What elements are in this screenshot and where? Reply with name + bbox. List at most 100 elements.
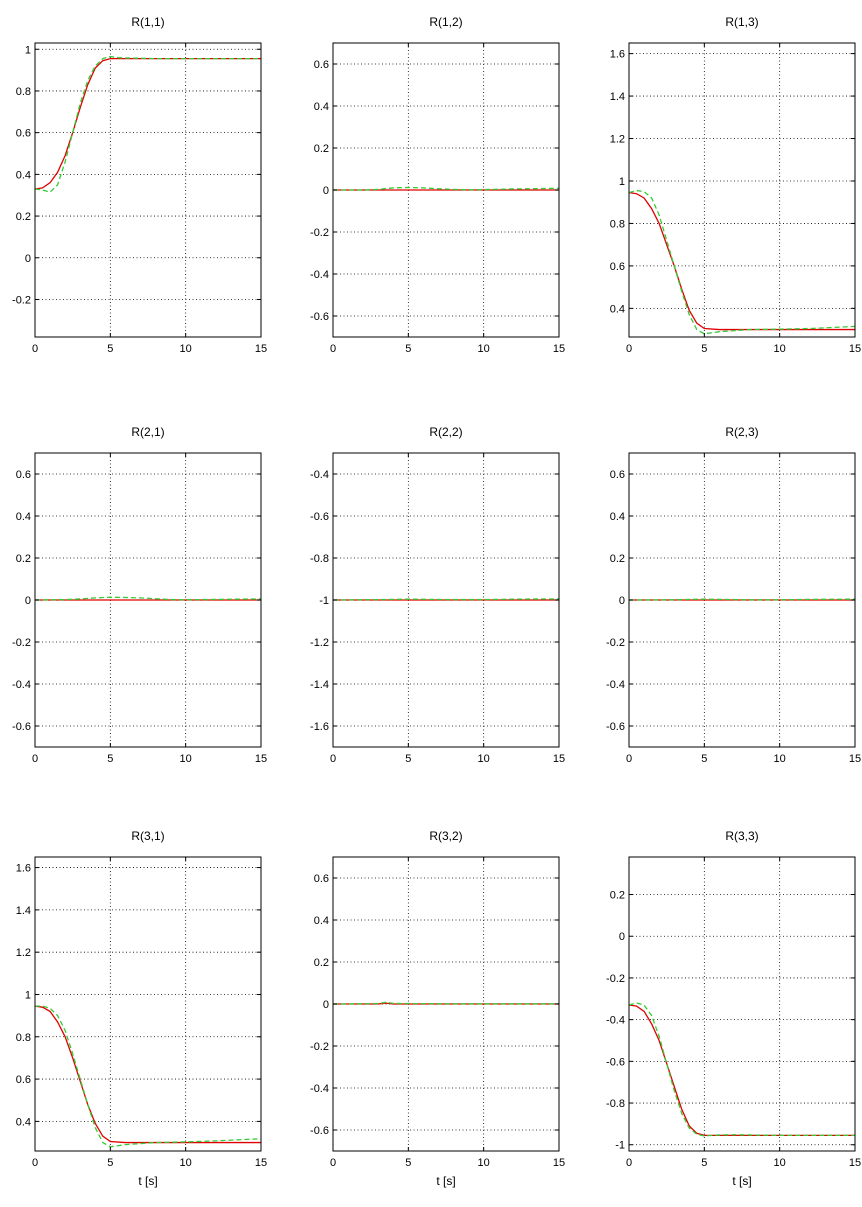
x-tick-label: 15: [849, 1157, 861, 1169]
y-tick-label: 0.4: [314, 915, 329, 927]
y-tick-label: 0.8: [16, 1032, 31, 1044]
subplot-title: R(1,3): [725, 15, 758, 29]
series-line-dashed: [628, 1002, 855, 1137]
x-tick-label: 5: [405, 1157, 411, 1169]
y-tick-label: -0.6: [310, 311, 329, 323]
y-tick-label: 0: [619, 931, 625, 943]
x-tick-label: 5: [701, 1157, 707, 1169]
subplot-9: 0 5 10 15 -1 -0.8 -0.6 -0.4 -0.2 0 0.2 R(3,3) t [s]: [606, 829, 861, 1188]
y-tick-label: 1: [619, 176, 625, 188]
x-tick-label: 10: [180, 1157, 192, 1169]
subplot-title: R(1,1): [131, 15, 164, 29]
y-tick-label: 0.8: [610, 218, 625, 230]
y-tick-label: 0.4: [314, 101, 329, 113]
x-tick-label: 10: [180, 753, 192, 765]
x-tick-label: 0: [626, 343, 632, 355]
series-line-dashed: [34, 596, 262, 601]
x-tick-label: 5: [701, 343, 707, 355]
y-tick-label: 0.4: [16, 511, 31, 523]
x-axis-label: t [s]: [436, 1174, 455, 1188]
y-tick-label: 1.2: [16, 947, 31, 959]
y-tick-label: 0.6: [16, 128, 31, 140]
series-line-dashed: [34, 55, 261, 193]
y-tick-label: -1: [615, 1140, 625, 1152]
y-tick-label: 0.4: [610, 511, 625, 523]
y-tick-label: -0.6: [606, 1056, 625, 1068]
y-tick-label: 1.4: [16, 905, 31, 917]
y-tick-label: -0.6: [606, 721, 625, 733]
x-axis-label: t [s]: [732, 1174, 751, 1188]
series-line-solid: [34, 1005, 261, 1144]
x-tick-label: 5: [107, 343, 113, 355]
subplot-8: 0 5 10 15 -0.6 -0.4 -0.2 0 0.2 0.4 0.6 R(3,2) t [s]: [310, 829, 565, 1188]
y-tick-label: 0.4: [610, 303, 625, 315]
y-tick-label: -0.4: [12, 679, 31, 691]
x-tick-label: 10: [774, 343, 786, 355]
y-tick-label: 1: [25, 44, 31, 56]
x-tick-label: 15: [255, 753, 267, 765]
y-tick-label: -0.2: [12, 294, 31, 306]
x-tick-label: 10: [478, 343, 490, 355]
subplot-1: 0 5 10 15 -0.2 0 0.2 0.4 0.6 0.8 1 R(1,1): [12, 15, 267, 355]
y-tick-label: -0.4: [606, 679, 625, 691]
x-tick-label: 15: [553, 753, 565, 765]
subplot-title: R(3,2): [429, 829, 462, 843]
x-tick-label: 0: [626, 753, 632, 765]
y-tick-label: 0.2: [610, 890, 625, 902]
plot-area: [629, 43, 855, 337]
x-tick-label: 5: [405, 343, 411, 355]
y-tick-label: -0.4: [310, 269, 329, 281]
y-tick-label: 0.2: [314, 143, 329, 155]
x-tick-label: 0: [330, 343, 336, 355]
x-tick-label: 15: [849, 753, 861, 765]
y-tick-label: 0.2: [16, 553, 31, 565]
subplot-title: R(2,1): [131, 425, 164, 439]
y-tick-label: -0.4: [310, 1083, 329, 1095]
x-tick-label: 15: [553, 1157, 565, 1169]
x-tick-label: 0: [330, 753, 336, 765]
x-tick-label: 10: [774, 1157, 786, 1169]
y-tick-label: -0.2: [606, 637, 625, 649]
y-tick-label: 0: [323, 999, 329, 1011]
x-tick-label: 5: [701, 753, 707, 765]
y-tick-label: 0.6: [610, 469, 625, 481]
y-tick-label: -0.6: [310, 1125, 329, 1137]
y-tick-label: 0.2: [610, 553, 625, 565]
y-tick-label: 0.4: [16, 169, 31, 181]
subplot-title: R(2,2): [429, 425, 462, 439]
y-tick-label: 0.6: [16, 469, 31, 481]
subplot-title: R(1,2): [429, 15, 462, 29]
y-tick-label: 0: [323, 185, 329, 197]
y-tick-label: 0: [25, 595, 31, 607]
subplot-title: R(3,1): [131, 829, 164, 843]
y-tick-label: -1.2: [310, 637, 329, 649]
y-tick-label: 0.6: [314, 59, 329, 71]
x-tick-label: 15: [255, 343, 267, 355]
subplot-3: 0 5 10 15 0.4 0.6 0.8 1 1.2 1.4 1.6 R(1,3): [610, 15, 861, 355]
y-tick-label: 0.6: [314, 873, 329, 885]
x-axis-label: t [s]: [138, 1174, 157, 1188]
y-tick-label: 1.6: [610, 49, 625, 61]
y-tick-label: -1.6: [310, 721, 329, 733]
x-tick-label: 5: [107, 1157, 113, 1169]
y-tick-label: -1.4: [310, 679, 329, 691]
y-tick-label: -0.8: [606, 1098, 625, 1110]
y-tick-label: -0.2: [606, 973, 625, 985]
x-tick-label: 15: [255, 1157, 267, 1169]
y-tick-label: -0.2: [12, 637, 31, 649]
axes-frame: [628, 856, 856, 1152]
plot-area: [629, 857, 855, 1151]
x-tick-label: 10: [478, 1157, 490, 1169]
subplot-7: 0 5 10 15 0.4 0.6 0.8 1 1.2 1.4 1.6 R(3,1) t [s]: [16, 829, 267, 1188]
x-tick-label: 0: [626, 1157, 632, 1169]
x-tick-label: 0: [32, 753, 38, 765]
x-tick-label: 15: [553, 343, 565, 355]
x-tick-label: 5: [107, 753, 113, 765]
y-tick-label: -0.2: [310, 227, 329, 239]
y-tick-label: -0.6: [12, 721, 31, 733]
series-line-dashed: [332, 1001, 559, 1005]
subplot-2: 0 5 10 15 -0.6 -0.4 -0.2 0 0.2 0.4 0.6 R(1,2): [310, 15, 565, 355]
x-tick-label: 5: [405, 753, 411, 765]
series-line-dashed: [35, 1005, 262, 1148]
